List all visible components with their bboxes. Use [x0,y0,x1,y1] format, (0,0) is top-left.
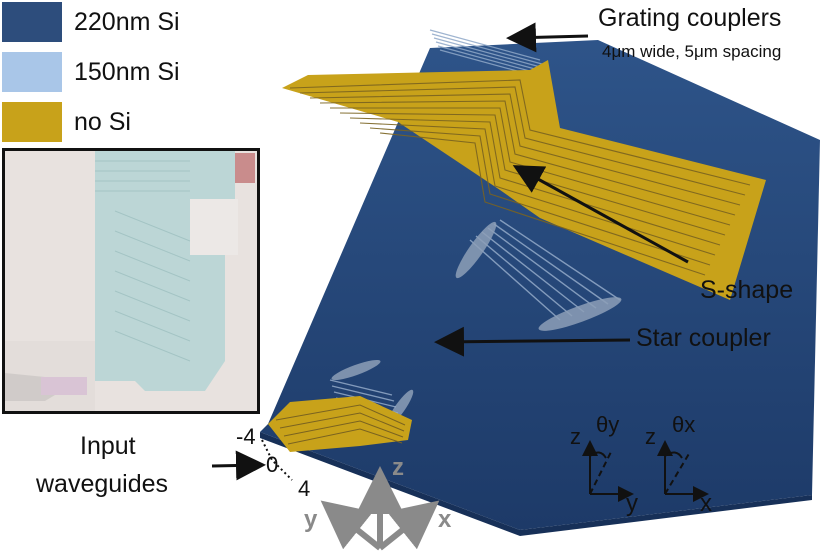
angle1-vertical-label: z [570,424,581,449]
input-tick-0: 0 [266,452,279,477]
input-tick-minus4: -4 [236,424,256,449]
label-grating-couplers: Grating couplers [598,4,782,32]
angle-diagram-theta-y [582,440,634,502]
legend-swatch-nosi [2,102,62,142]
angle2-vertical-label: z [645,424,656,449]
angle-diagram-theta-x [657,440,709,502]
angle1-horizontal-label: y [626,490,638,517]
legend-swatch-150nm [2,52,62,92]
label-star-coupler: Star coupler [636,324,771,352]
legend-label-nosi: no Si [74,108,131,136]
input-tick-dots [261,439,293,481]
axis-label-x: x [438,506,452,533]
arrow-s-shape [512,165,689,264]
arrow-star [434,326,631,357]
label-s-shape: S-shape [700,276,794,304]
xyz-axes [320,466,440,551]
micrograph-image [5,151,257,411]
star-coupler-fan [469,219,621,321]
arrow-input [211,450,266,481]
angle2-angle-label: θx [672,412,696,437]
legend-label-220nm: 220nm Si [74,8,180,36]
angle2-horizontal-label: x [700,490,712,517]
label-input-line2: waveguides [36,470,169,498]
arrow-grating [506,22,589,53]
legend-label-150nm: 150nm Si [74,58,180,86]
input-tick-4: 4 [298,476,311,501]
label-grating-detail: 4μm wide, 5μm spacing [602,42,782,61]
angle1-angle-label: θy [596,412,620,437]
input-trench [268,396,412,452]
axis-label-z: z [392,454,404,481]
inset-micrograph [2,148,260,414]
label-input-line1: Input [80,432,136,460]
axis-label-y: y [304,506,318,533]
legend-swatch-220nm [2,2,62,42]
